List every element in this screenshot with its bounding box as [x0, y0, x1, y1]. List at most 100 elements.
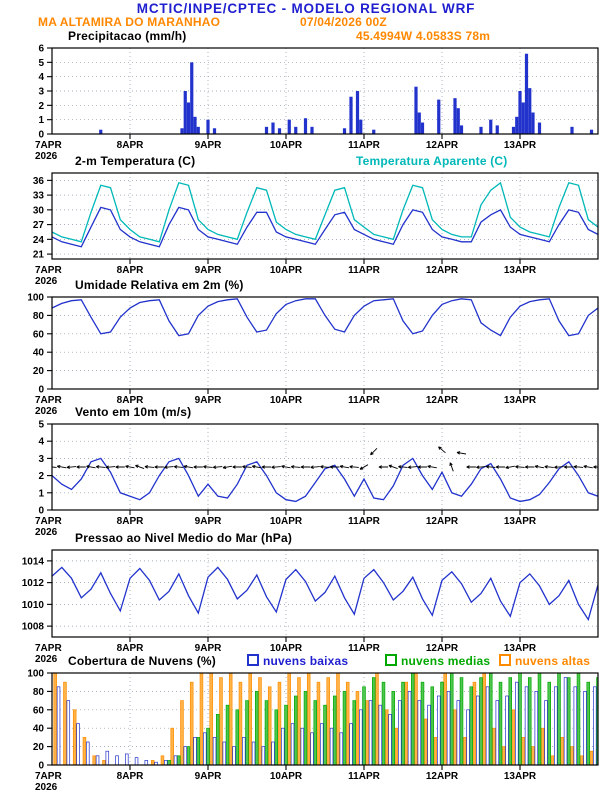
nuvens-baixas-bar	[495, 700, 500, 765]
wind-arrow	[242, 465, 252, 469]
rh-panel: 0 20 40 60 80 100 8APR 9APR 10APR 11APR 12APR 13APR…	[27, 293, 599, 417]
wind-arrow	[495, 465, 506, 469]
svg-text:2026: 2026	[35, 782, 58, 792]
svg-text:7APR: 7APR	[35, 140, 62, 151]
nuvens-baixas-bar	[86, 741, 90, 765]
svg-text:1014: 1014	[22, 556, 45, 567]
wind-arrow	[515, 465, 525, 469]
precip-bar	[277, 128, 282, 134]
precip-bar	[456, 108, 460, 134]
nuvens-medias-bar	[284, 704, 288, 765]
legend-nuvens-altas-label: nuvens altas	[515, 654, 591, 668]
panel-title-precipitacao: Precipitacao (mm/h)	[68, 29, 187, 43]
nuvens-medias-bar	[216, 714, 220, 765]
nuvens-medias-bar	[381, 681, 386, 765]
nuvens-baixas-bar	[320, 723, 324, 765]
umidade-relativa-line	[52, 298, 598, 337]
nuvens-baixas-bar	[310, 732, 314, 765]
nuvens-medias-bar	[489, 673, 493, 765]
svg-text:9APR: 9APR	[195, 140, 222, 151]
precip-bar	[531, 112, 535, 134]
nuvens-medias-bar	[586, 681, 590, 765]
nuvens-baixas-bar	[368, 700, 373, 765]
precip-bar	[570, 126, 574, 134]
nuvens-altas-bar	[160, 755, 165, 765]
nuvens-altas-bar	[82, 737, 87, 765]
nuvens-baixas-bar	[544, 700, 548, 765]
svg-text:60: 60	[33, 705, 45, 716]
svg-text:1008: 1008	[22, 622, 45, 633]
svg-text:5: 5	[38, 58, 44, 69]
wind-arrow	[281, 464, 291, 469]
precip-bar	[414, 86, 418, 134]
precip-bar	[417, 112, 421, 134]
nuvens-altas-bar	[570, 746, 574, 765]
precip-bar	[420, 122, 425, 134]
nuvens-altas-bar	[170, 727, 174, 765]
pres-data	[52, 566, 598, 622]
nuvens-altas-bar	[521, 737, 525, 765]
wind-arrow	[456, 451, 467, 455]
nuvens-medias-bar	[313, 700, 318, 765]
nuvens-baixas-bar	[329, 727, 334, 765]
nuvens-medias-bar	[420, 681, 425, 765]
nuvens-baixas-bar	[485, 686, 490, 765]
nuvens-altas-bar	[316, 681, 321, 765]
nuvens-altas-bar	[550, 755, 555, 765]
wind-arrow	[505, 465, 515, 470]
nuvens-baixas-bar	[437, 695, 441, 765]
station-coords: 45.4994W 4.0583S 78m	[356, 29, 491, 43]
wind-arrow	[449, 462, 454, 472]
wind-arrow	[466, 465, 476, 469]
nuvens-medias-bar	[177, 755, 181, 765]
svg-text:12APR: 12APR	[426, 140, 459, 151]
wind-arrow	[370, 447, 378, 456]
wind-arrow	[251, 464, 262, 469]
precip-bar	[190, 62, 194, 134]
nuvens-medias-bar	[430, 686, 435, 765]
svg-text:36: 36	[33, 176, 45, 187]
nuvens-medias-bar	[323, 704, 327, 765]
wind-arrow	[583, 464, 593, 469]
nuvens-medias-bar	[566, 677, 571, 765]
svg-text:20: 20	[33, 742, 45, 753]
nuvens-baixas-bar	[66, 700, 71, 765]
nuvens-medias-bar	[557, 673, 561, 765]
svg-text:7APR: 7APR	[35, 516, 62, 527]
nuvens-medias-bar	[342, 691, 347, 765]
svg-text:3: 3	[38, 454, 44, 465]
wind-arrow	[271, 465, 281, 469]
nuvens-altas-bar	[209, 673, 213, 765]
precip-bar	[206, 119, 210, 134]
nuvens-medias-bar	[440, 681, 444, 765]
nuvens-baixas-bar	[281, 727, 285, 765]
wind-arrow	[310, 465, 320, 469]
nuvens-altas-bar	[238, 681, 243, 765]
svg-text:8APR: 8APR	[117, 265, 144, 276]
nuvens-baixas-bar	[359, 709, 363, 765]
precip-bar	[511, 126, 516, 134]
svg-text:20: 20	[33, 366, 45, 377]
svg-text:5: 5	[38, 420, 44, 431]
nuvens-baixas-bar	[290, 723, 295, 765]
svg-text:0: 0	[38, 506, 44, 517]
nuvens-altas-bar	[414, 673, 418, 765]
nuvens-altas-bar	[579, 755, 584, 765]
svg-text:4: 4	[38, 72, 44, 83]
precip-bar	[264, 126, 269, 134]
precip-bar	[342, 128, 347, 134]
svg-text:24: 24	[33, 235, 45, 246]
wind-data	[52, 446, 598, 503]
nuvens-altas-bar	[92, 755, 96, 765]
nuvens-baixas-bar	[183, 746, 188, 765]
precip-panel: 0 1 2 3 4 5 6 8APR 9APR 10APR 11APR 12APR 13APR 7APR2…	[35, 44, 599, 162]
svg-text:10APR: 10APR	[270, 395, 303, 406]
nuvens-baixas-bar	[417, 700, 422, 765]
header-title: MCTIC/INPE/CPTEC - MODELO REGIONAL WRF	[136, 1, 476, 16]
nuvens-medias-bar	[498, 681, 503, 765]
nuvens-altas-bar	[248, 673, 252, 765]
wind-arrow	[563, 465, 574, 469]
wind-arrow	[554, 465, 564, 469]
legend-nuvens-baixas-label: nuvens baixas	[263, 654, 349, 668]
